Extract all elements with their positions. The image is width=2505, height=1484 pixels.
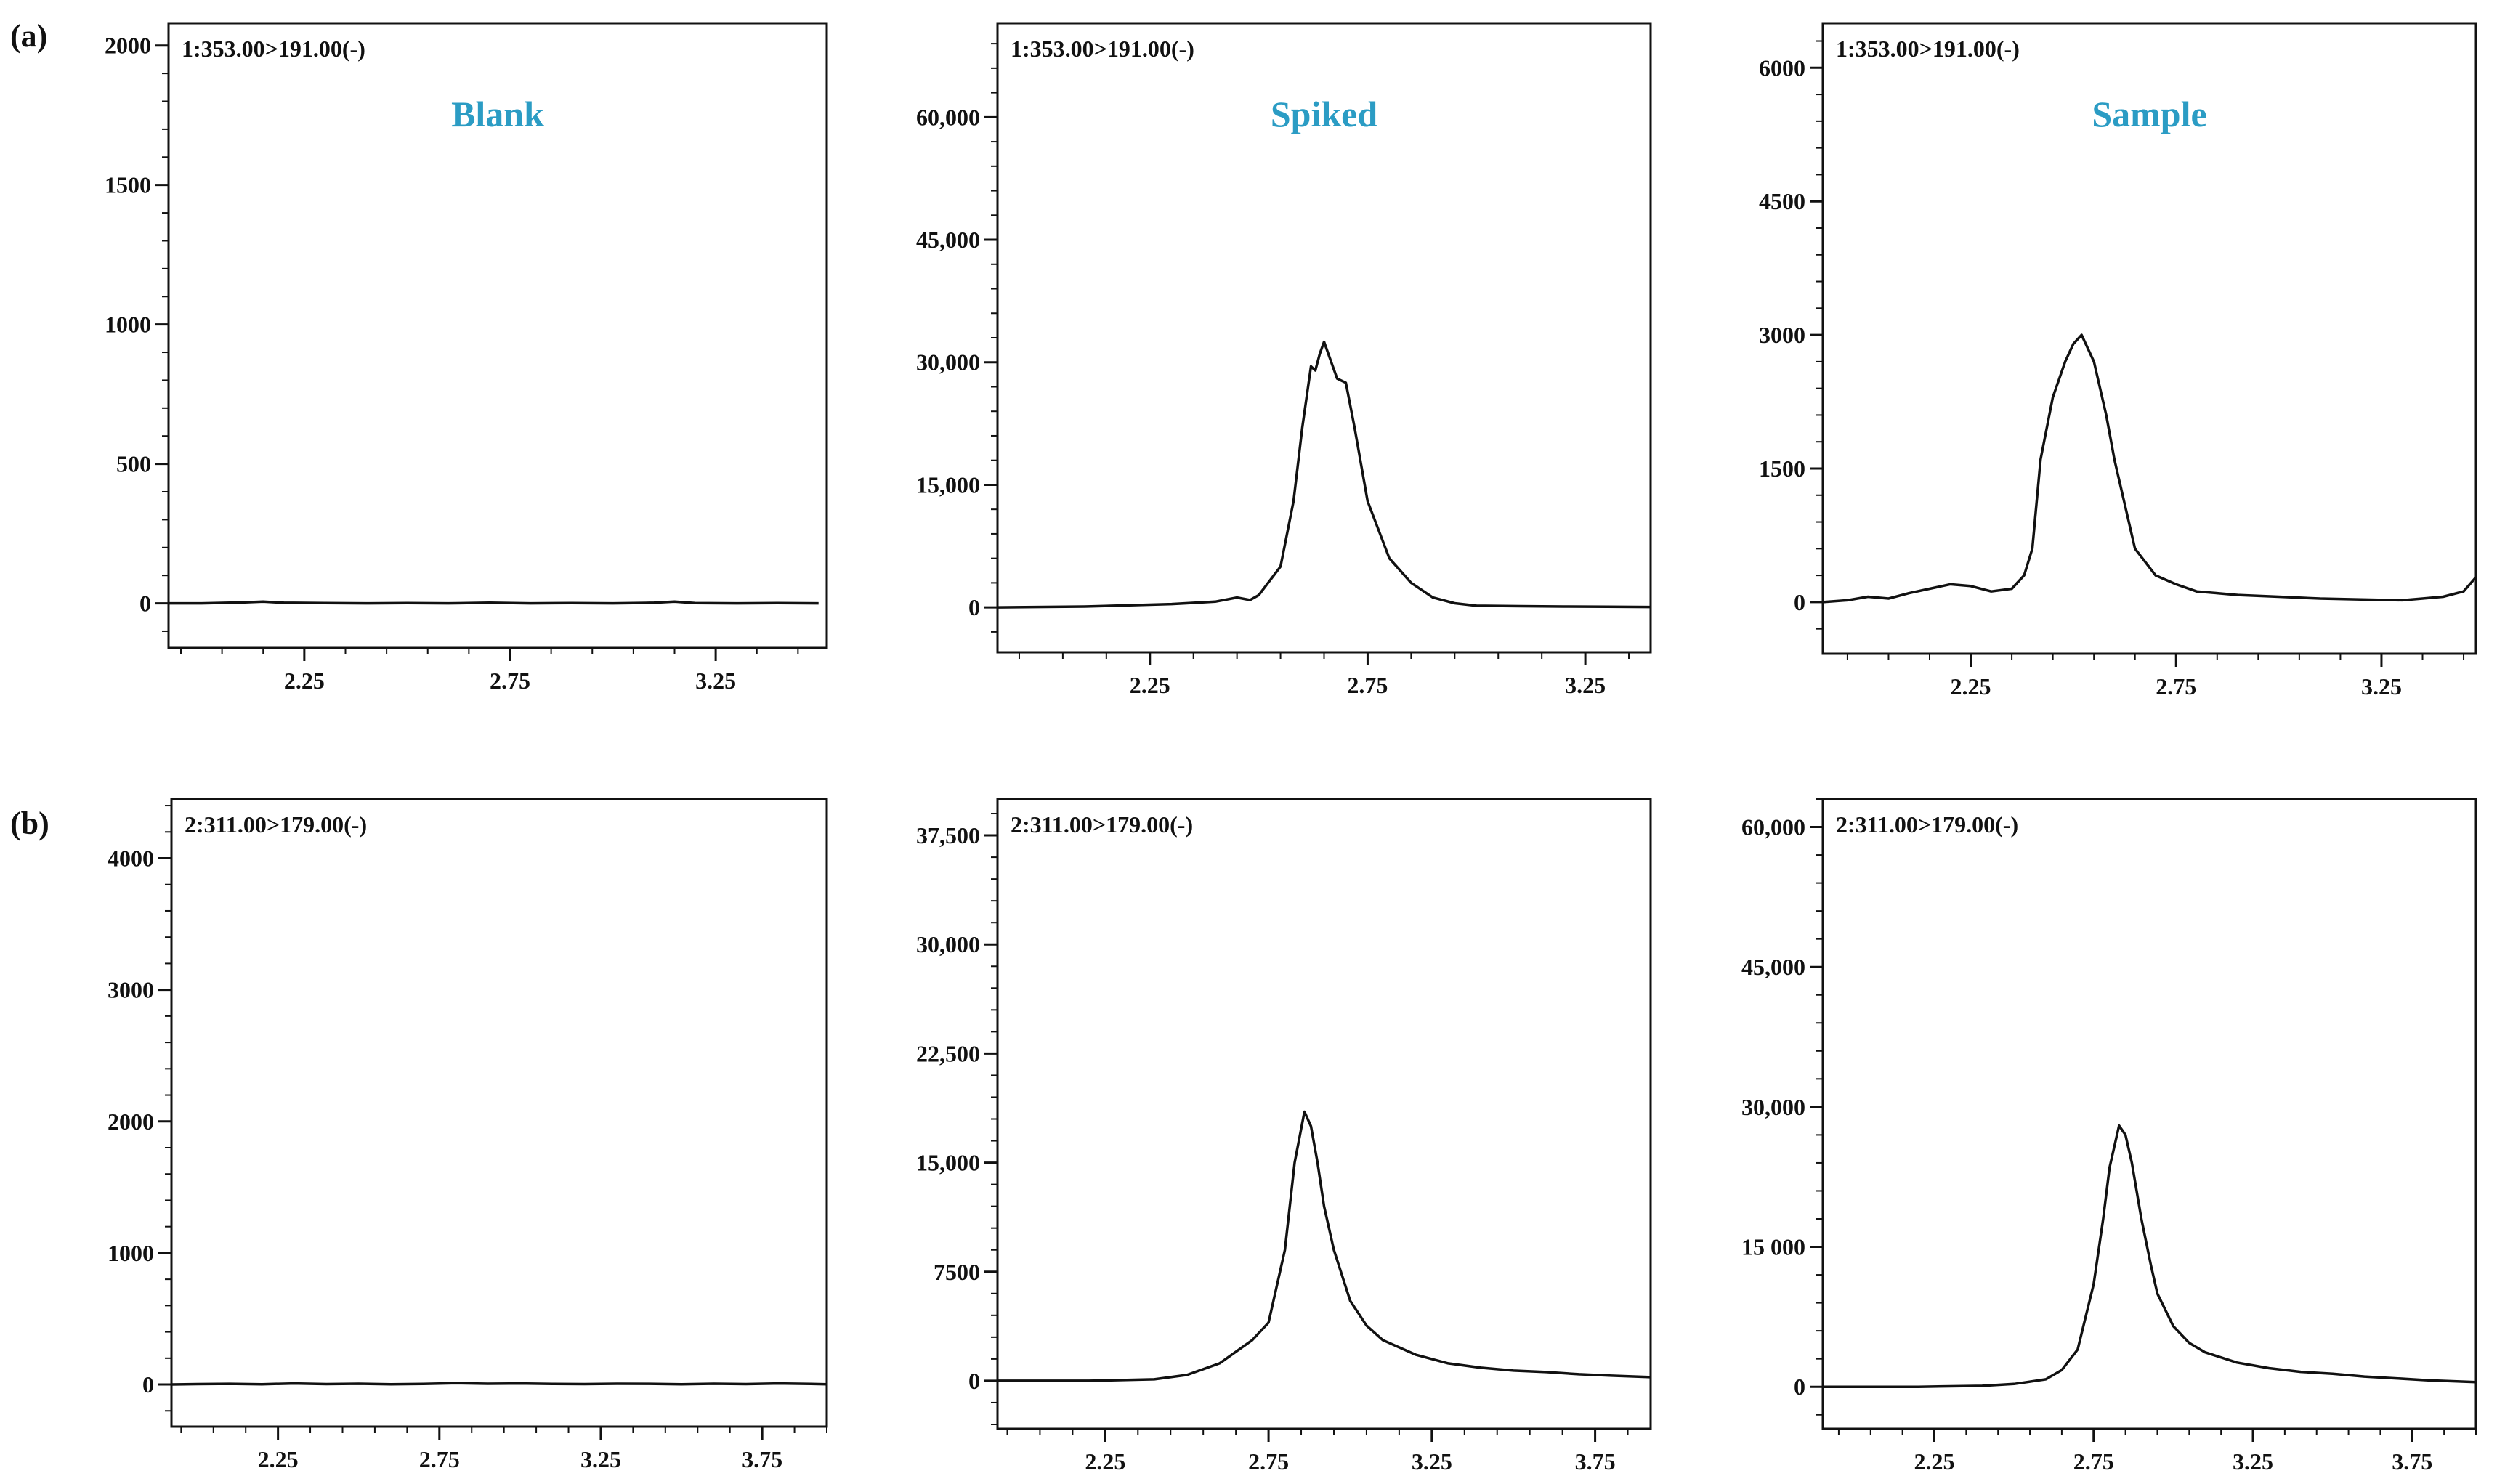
x-tick-label: 2.75 xyxy=(2156,673,2196,700)
y-tick-label: 0 xyxy=(968,1368,980,1394)
x-tick-label: 2.75 xyxy=(419,1446,460,1472)
y-tick-label: 22,500 xyxy=(916,1040,980,1066)
x-tick-label: 2.75 xyxy=(490,668,530,694)
y-tick-label: 1000 xyxy=(105,312,151,338)
y-tick-label: 60,000 xyxy=(1741,814,1805,840)
chromatogram-trace xyxy=(171,1382,827,1386)
panel-title: Spiked xyxy=(1271,94,1378,134)
chart-panel-3: 2.25 2.75 3.25 0 1500 3000 4500 6000 1:353.00>19… xyxy=(1759,22,2477,700)
trace-label: 2:311.00>179.00(-) xyxy=(1011,811,1193,838)
chart-panel-2: 2.25 2.75 3.25 0 15,000 30,000 45,000 60,000 1:3… xyxy=(916,22,1652,698)
x-tick-label: 2.25 xyxy=(1951,673,1991,700)
y-tick-label: 4000 xyxy=(108,846,154,872)
y-tick-label: 15,000 xyxy=(916,1150,980,1176)
x-tick-label: 2.25 xyxy=(1085,1448,1125,1475)
x-tick-label: 3.25 xyxy=(580,1446,621,1472)
chromatogram-trace xyxy=(1823,1124,2477,1388)
y-tick-label: 0 xyxy=(968,594,980,620)
x-tick-label: 2.75 xyxy=(1347,672,1388,698)
trace-label: 2:311.00>179.00(-) xyxy=(1836,811,2018,838)
x-tick-label: 2.75 xyxy=(1248,1448,1289,1475)
y-tick-label: 0 xyxy=(1794,589,1805,615)
panel-title: Blank xyxy=(451,94,544,134)
plot-frame xyxy=(167,22,828,649)
chromatogram-trace xyxy=(169,600,819,605)
trace-label: 1:353.00>191.00(-) xyxy=(182,36,365,62)
x-tick-label: 2.25 xyxy=(1130,672,1170,698)
y-tick-label: 45,000 xyxy=(916,227,980,253)
chromatogram-trace xyxy=(997,340,1651,609)
row-label-a: (a) xyxy=(10,18,47,54)
y-tick-label: 30,000 xyxy=(916,931,980,957)
trace-label: 2:311.00>179.00(-) xyxy=(185,811,367,838)
x-tick-label: 3.75 xyxy=(2392,1448,2432,1475)
y-tick-label: 30,000 xyxy=(916,349,980,376)
x-tick-label: 2.75 xyxy=(2073,1448,2114,1475)
y-tick-label: 1000 xyxy=(108,1240,154,1266)
trace-label: 1:353.00>191.00(-) xyxy=(1011,36,1194,62)
plot-frame xyxy=(170,798,828,1428)
x-tick-label: 3.25 xyxy=(695,668,736,694)
y-tick-label: 2000 xyxy=(105,33,151,59)
y-tick-label: 30,000 xyxy=(1741,1094,1805,1120)
x-tick-label: 3.25 xyxy=(1565,672,1606,698)
y-tick-label: 15 000 xyxy=(1741,1234,1805,1260)
y-tick-label: 3000 xyxy=(1759,322,1805,348)
x-tick-label: 3.75 xyxy=(1575,1448,1616,1475)
y-tick-label: 60,000 xyxy=(916,104,980,130)
y-tick-label: 0 xyxy=(1794,1374,1805,1400)
chart-panel-1: 2.25 2.75 3.25 0 500 1000 1500 2000 1:353.00>191… xyxy=(105,22,828,694)
y-tick-label: 0 xyxy=(142,1371,154,1398)
y-tick-label: 0 xyxy=(139,591,151,617)
y-tick-label: 2000 xyxy=(108,1108,154,1135)
y-tick-label: 7500 xyxy=(934,1259,980,1285)
y-tick-label: 6000 xyxy=(1759,54,1805,81)
y-tick-label: 4500 xyxy=(1759,188,1805,214)
y-tick-label: 1500 xyxy=(1759,455,1805,482)
x-tick-label: 2.25 xyxy=(258,1446,299,1472)
x-tick-label: 3.75 xyxy=(742,1446,782,1472)
chart-panel-6: 2.25 2.75 3.25 3.75 0 15 000 30,000 45,000 60,00… xyxy=(1741,798,2477,1475)
panels-group: 2.25 2.75 3.25 0 500 1000 1500 2000 1:353.00>191… xyxy=(105,22,2477,1475)
panel-title: Sample xyxy=(2092,94,2206,134)
plot-frame xyxy=(1821,798,2477,1430)
y-tick-label: 500 xyxy=(116,451,151,477)
trace-label: 1:353.00>191.00(-) xyxy=(1836,36,2020,62)
y-tick-label: 1500 xyxy=(105,172,151,198)
plot-frame xyxy=(996,798,1652,1430)
chart-panel-4: 2.25 2.75 3.25 3.75 0 1000 2000 3000 4000 2:311.0… xyxy=(108,798,828,1472)
x-tick-label: 2.25 xyxy=(284,668,325,694)
y-tick-label: 37,500 xyxy=(916,822,980,848)
plot-frame xyxy=(1821,22,2477,655)
x-tick-label: 3.25 xyxy=(1412,1448,1452,1475)
chromatogram-trace xyxy=(997,1110,1651,1382)
x-tick-label: 3.25 xyxy=(2233,1448,2273,1475)
chromatogram-trace xyxy=(1822,333,2477,604)
row-label-b: (b) xyxy=(10,806,49,841)
y-tick-label: 3000 xyxy=(108,977,154,1003)
y-tick-label: 45,000 xyxy=(1741,954,1805,980)
x-tick-label: 2.25 xyxy=(1914,1448,1954,1475)
chart-panel-5: 2.25 2.75 3.25 3.75 0 7500 15,000 22,500 30,000 3… xyxy=(916,798,1652,1475)
x-tick-label: 3.25 xyxy=(2361,673,2402,700)
y-tick-label: 15,000 xyxy=(916,471,980,498)
